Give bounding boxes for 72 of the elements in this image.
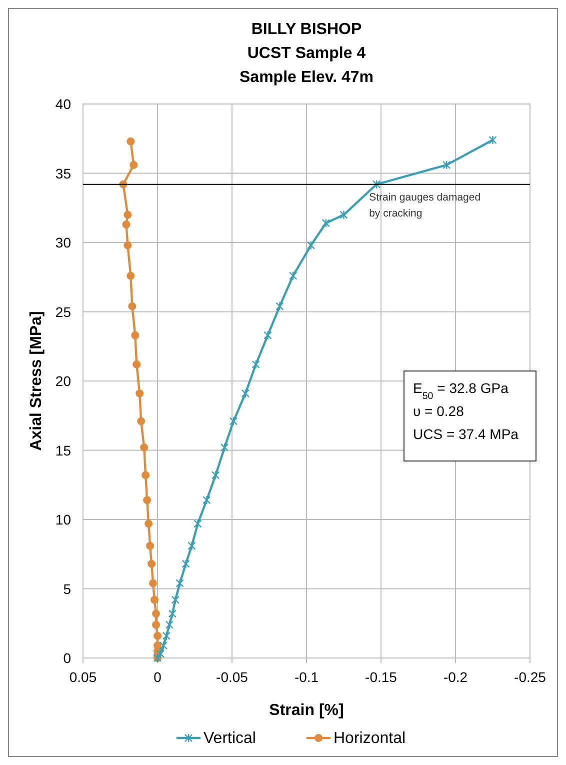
y-tick-label: 40 [55, 96, 72, 112]
point [140, 443, 148, 452]
point [150, 596, 159, 604]
point [122, 220, 130, 228]
point [276, 302, 284, 311]
point [143, 496, 152, 504]
point [152, 610, 160, 618]
annotation: υ = 0.28 [413, 403, 464, 419]
annotation: E$_{50}$ = 32.8 GPa [413, 380, 509, 402]
y-tick-label: 15 [55, 442, 72, 458]
point [124, 210, 132, 219]
point [241, 388, 250, 398]
x-axis-title: Strain [%] [269, 702, 344, 719]
point [137, 417, 146, 426]
point [168, 609, 176, 618]
y-tick-label: 5 [63, 580, 72, 597]
point [152, 620, 160, 629]
point [131, 331, 140, 340]
x-tick-label: -0.15 [365, 669, 398, 685]
point [182, 559, 190, 568]
point [212, 470, 220, 480]
point [156, 649, 165, 658]
point [132, 360, 141, 368]
point [128, 302, 136, 310]
point [340, 210, 348, 220]
point [442, 160, 451, 170]
point [159, 640, 168, 650]
point [252, 360, 260, 369]
legend-label: Vertical [204, 730, 256, 747]
point [154, 632, 162, 640]
point [136, 389, 144, 398]
point [165, 620, 174, 630]
point [488, 135, 497, 145]
point [130, 160, 138, 169]
point [322, 218, 330, 228]
x-tick-label: -0.2 [443, 669, 468, 685]
x-tick-label: 0 [154, 669, 162, 685]
point [229, 416, 238, 426]
point [126, 272, 135, 280]
point [146, 542, 154, 550]
y-tick-label: 35 [55, 165, 72, 182]
x-tick-label: -0.1 [294, 669, 319, 685]
annotation: UCS = 37.4 MPa [413, 426, 519, 442]
point [188, 541, 196, 550]
point [372, 180, 381, 189]
point [202, 496, 211, 505]
point [288, 271, 298, 280]
point [148, 560, 156, 568]
point [171, 595, 180, 604]
y-tick-label: 0 [63, 650, 72, 666]
y-tick-label: 25 [55, 304, 72, 320]
chart-title: BILLY BISHOP UCST Sample 4 Sample Elev. 47m [240, 21, 374, 86]
y-tick-label: 20 [55, 373, 72, 389]
y-tick-label: 30 [55, 234, 72, 250]
point [220, 442, 229, 452]
point [176, 578, 184, 588]
x-tick-label: 0.05 [69, 669, 97, 685]
y-axis-title: Axial Stress [MPa] [28, 311, 45, 451]
point [264, 330, 272, 340]
point [149, 579, 158, 588]
point [162, 631, 171, 640]
point [126, 137, 135, 146]
y-tick-label: 10 [55, 512, 72, 528]
legend-label: Horizontal [334, 730, 406, 747]
ref-line-label: Strain gauges damaged by cracking [369, 191, 481, 220]
point [124, 241, 132, 250]
point [142, 471, 150, 480]
point [306, 240, 316, 250]
x-tick-label: -0.25 [514, 669, 546, 685]
point [144, 520, 153, 528]
x-tick-label: -0.05 [216, 669, 248, 685]
point [194, 519, 202, 528]
